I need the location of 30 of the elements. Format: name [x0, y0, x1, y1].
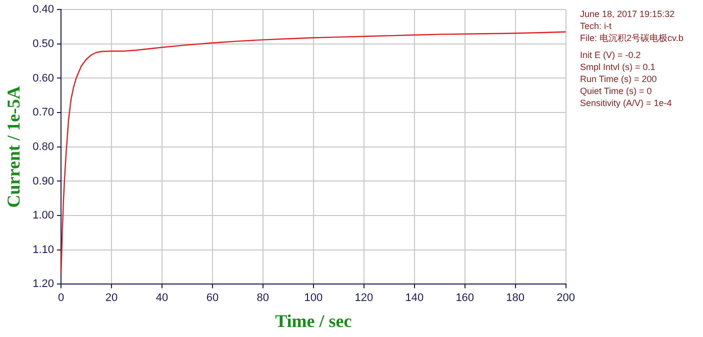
x-tick-label: 120 [354, 292, 374, 304]
x-tick-label: 160 [456, 292, 474, 304]
x-tick-label: 20 [105, 292, 118, 304]
y-axis-title: Current / 1e-5A [3, 86, 24, 208]
y-tick-label: 0.90 [32, 175, 54, 188]
y-tick-label: 1.20 [32, 278, 54, 290]
x-tick-label: 180 [506, 292, 525, 304]
x-tick-label: 140 [405, 292, 424, 304]
x-tick-label: 100 [304, 292, 323, 304]
y-tick-label: 1.00 [32, 210, 54, 222]
text: June 18, 2017 19:15:32 [580, 8, 676, 20]
text: File: 电沉积2号碳电极cv.b [580, 32, 684, 44]
text: Quiet Time (s) = 0 [580, 85, 653, 97]
x-tick-label: 40 [156, 292, 168, 304]
text: Init E (V) = -0.2 [580, 49, 642, 61]
text: Tech: i-t [580, 20, 613, 32]
text: Run Time (s) = 200 [580, 73, 658, 85]
text: Sensitivity (A/V) = 1e-4 [580, 97, 673, 109]
x-tick-label: 60 [206, 292, 219, 304]
x-tick-label: 80 [256, 292, 270, 304]
y-tick-label: 1.10 [32, 244, 54, 256]
y-tick-label: 0.60 [32, 72, 54, 84]
x-tick-label: 0 [58, 292, 64, 304]
text: Smpl Intvl (s) = 0.1 [580, 61, 656, 73]
x-tick-label: 200 [556, 292, 576, 304]
y-tick-label: 0.50 [32, 38, 54, 50]
y-tick-label: 0.80 [32, 140, 54, 153]
y-tick-label: 0.40 [32, 4, 54, 16]
y-tick-label: 0.70 [32, 106, 54, 119]
x-axis-title: Time / sec [275, 310, 352, 331]
